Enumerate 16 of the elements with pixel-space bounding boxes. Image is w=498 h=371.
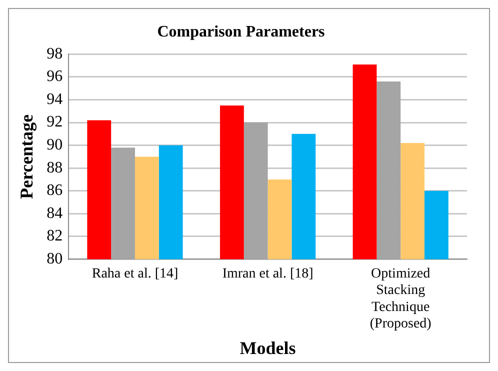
y-axis-title: Percentage	[16, 114, 36, 200]
y-tick-label: 82	[46, 228, 63, 245]
y-tick-label: 88	[46, 159, 63, 176]
x-tick-label: Raha et al. [14]	[92, 266, 178, 282]
chart-title: Comparison Parameters	[157, 24, 325, 41]
y-tick-label: 94	[46, 90, 63, 108]
y-tick-label: 90	[46, 136, 63, 154]
y-tick-label: 96	[46, 68, 63, 86]
x-tick-label: Imran et al. [18]	[222, 266, 314, 282]
x-tick-label: Optimized Stacking Technique (Proposed)	[370, 266, 432, 332]
y-tick-label: 98	[46, 45, 63, 62]
y-tick-label: 92	[46, 114, 63, 131]
y-tick-label: 84	[46, 204, 63, 222]
y-tick-label: 86	[46, 182, 63, 200]
x-axis-title: Models	[240, 338, 296, 358]
y-tick-label: 80	[46, 250, 63, 268]
